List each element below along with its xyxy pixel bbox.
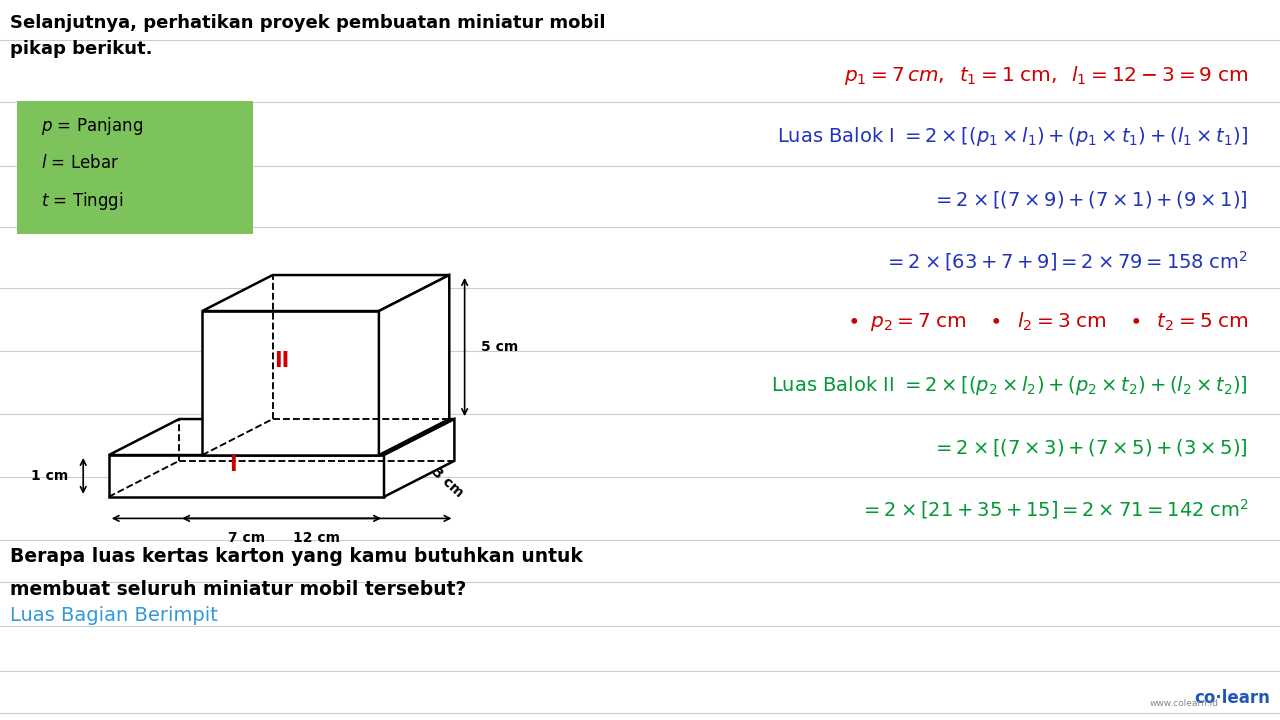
Text: Berapa luas kertas karton yang kamu butuhkan untuk: Berapa luas kertas karton yang kamu butu… <box>10 547 584 566</box>
Text: $= 2 \times [63 + 7 + 9] = 2 \times 79 = 158\;\mathrm{cm}^2$: $= 2 \times [63 + 7 + 9] = 2 \times 79 =… <box>884 248 1248 273</box>
Text: 5 cm: 5 cm <box>481 340 518 354</box>
Text: 7 cm: 7 cm <box>228 531 265 545</box>
Text: $= 2 \times [21 + 35 + 15] = 2 \times 71 = 142\;\mathrm{cm}^2$: $= 2 \times [21 + 35 + 15] = 2 \times 71… <box>859 497 1248 521</box>
Text: $= 2 \times [(7 \times 3) + (7 \times 5) + (3 \times 5)]$: $= 2 \times [(7 \times 3) + (7 \times 5)… <box>932 437 1248 459</box>
Text: Luas Balok II $= 2 \times [(p_2 \times l_2) + (p_2 \times t_2) + (l_2 \times t_2: Luas Balok II $= 2 \times [(p_2 \times l… <box>772 374 1248 397</box>
Text: $p_1 = 7\,\mathit{cm},\;\; t_1 = 1\;\mathrm{cm},\;\; l_1 = 12 - 3 = 9\;\mathrm{c: $p_1 = 7\,\mathit{cm},\;\; t_1 = 1\;\mat… <box>844 64 1248 87</box>
Text: $\mathit{l}$ = Lebar: $\mathit{l}$ = Lebar <box>41 155 119 173</box>
Text: $\bullet\;\; p_2 = 7\;\mathrm{cm} \quad \bullet\;\; l_2 = 3\;\mathrm{cm} \quad \: $\bullet\;\; p_2 = 7\;\mathrm{cm} \quad … <box>846 310 1248 333</box>
Text: 12 cm: 12 cm <box>293 531 340 545</box>
Text: co·learn: co·learn <box>1194 689 1270 707</box>
Text: Luas Bagian Berimpit: Luas Bagian Berimpit <box>10 606 218 625</box>
Polygon shape <box>202 275 449 311</box>
Text: pikap berikut.: pikap berikut. <box>10 40 152 58</box>
Polygon shape <box>109 455 384 497</box>
Text: 1 cm: 1 cm <box>31 469 68 483</box>
Text: 3 cm: 3 cm <box>429 465 466 500</box>
Polygon shape <box>109 419 454 455</box>
Text: I: I <box>229 455 237 475</box>
Text: II: II <box>274 351 289 372</box>
Text: Luas Balok I $= 2 \times [(p_1 \times l_1) + (p_1 \times t_1) + (l_1 \times t_1): Luas Balok I $= 2 \times [(p_1 \times l_… <box>777 125 1248 148</box>
Text: membuat seluruh miniatur mobil tersebut?: membuat seluruh miniatur mobil tersebut? <box>10 580 467 598</box>
Text: $= 2 \times [(7 \times 9) + (7 \times 1) + (9 \times 1)]$: $= 2 \times [(7 \times 9) + (7 \times 1)… <box>932 189 1248 210</box>
Text: www.colearn.id: www.colearn.id <box>1149 700 1219 708</box>
Polygon shape <box>379 275 449 455</box>
Text: $\mathit{t}$ = Tinggi: $\mathit{t}$ = Tinggi <box>41 190 123 212</box>
Polygon shape <box>202 311 379 455</box>
FancyBboxPatch shape <box>17 101 253 234</box>
Polygon shape <box>384 419 454 497</box>
Text: $\mathit{p}$ = Panjang: $\mathit{p}$ = Panjang <box>41 115 143 137</box>
Text: Selanjutnya, perhatikan proyek pembuatan miniatur mobil: Selanjutnya, perhatikan proyek pembuatan… <box>10 14 605 32</box>
